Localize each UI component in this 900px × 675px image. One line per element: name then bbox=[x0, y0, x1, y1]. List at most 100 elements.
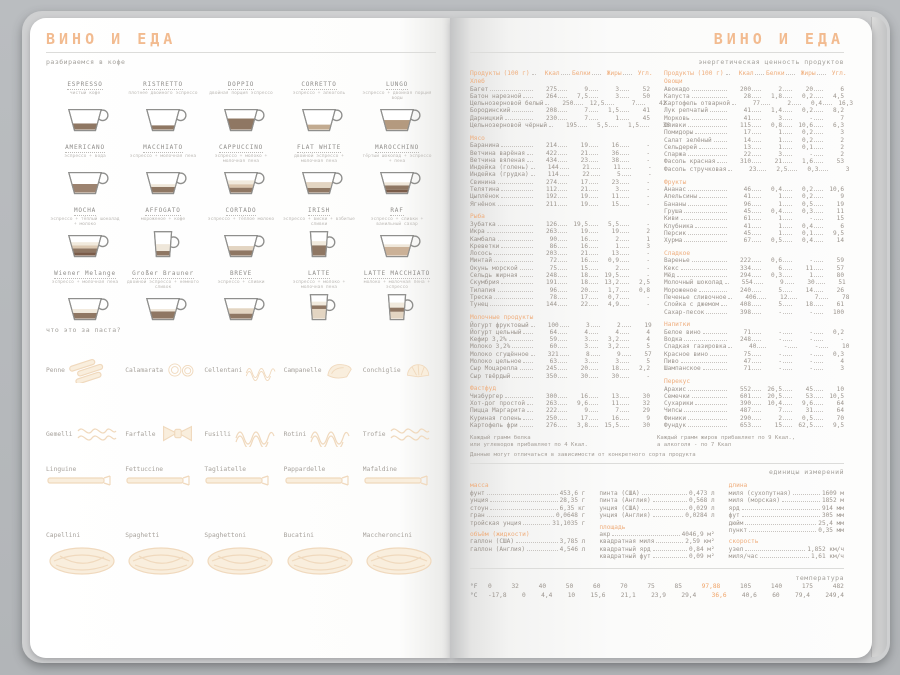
food-value: 9 bbox=[584, 407, 588, 415]
food-value: 47 bbox=[743, 358, 751, 365]
dot-leader bbox=[783, 211, 792, 213]
dot-leader bbox=[530, 325, 535, 327]
dot-leader bbox=[783, 226, 792, 228]
food-product-name: Сыр твёрдый bbox=[470, 372, 511, 380]
dot-leader bbox=[752, 96, 761, 98]
temperature-value: 97,88 bbox=[701, 582, 721, 590]
coffee-section-heading: разбираемся в кофе bbox=[46, 58, 126, 66]
coffee-item: BREVE эспрессо + сливки bbox=[202, 260, 280, 321]
food-row: Цельнозерновой белый 250 12,5 7 42 bbox=[470, 100, 666, 107]
coffee-name: AMERICANO bbox=[46, 134, 124, 153]
food-row: Варенье 222 0,6 - 59 bbox=[664, 257, 844, 264]
food-value: 2,5 bbox=[638, 279, 650, 287]
food-value: 3 bbox=[615, 92, 619, 100]
dot-leader bbox=[684, 340, 727, 342]
temperature-value: 4,4 bbox=[541, 592, 553, 600]
food-value: 6,3 bbox=[832, 121, 844, 129]
dot-leader bbox=[752, 354, 761, 356]
food-product-name: Спаржа bbox=[664, 151, 687, 159]
dot-leader bbox=[589, 224, 598, 226]
food-value: 17 bbox=[743, 129, 751, 137]
unit-value: 1,852 км/ч bbox=[807, 545, 844, 553]
dot-leader bbox=[620, 396, 629, 398]
dot-leader bbox=[589, 376, 598, 378]
food-value: 3 bbox=[584, 343, 588, 351]
coffee-cup-icon bbox=[146, 108, 187, 132]
food-value: 14 bbox=[743, 136, 751, 144]
food-value: - bbox=[809, 114, 813, 122]
dot-leader bbox=[752, 411, 761, 413]
food-row: Треска 78 17 0,7 - bbox=[470, 294, 650, 301]
food-value: 112 bbox=[545, 186, 557, 194]
food-value: 4 bbox=[840, 358, 844, 365]
food-product-name: Сухарики bbox=[664, 400, 694, 408]
food-value: - bbox=[646, 372, 650, 380]
pasta-item: Penne bbox=[46, 338, 119, 402]
unit-row: квадратный фут 0,09 м² bbox=[599, 553, 714, 560]
coffee-name: DOPPIO bbox=[202, 71, 280, 90]
dot-leader bbox=[620, 96, 629, 98]
unit-name: миля/час bbox=[728, 553, 759, 561]
food-row: Тунец 144 22 4,9 - bbox=[470, 301, 650, 308]
dot-leader bbox=[783, 155, 792, 157]
dot-leader bbox=[620, 332, 629, 334]
dot-leader bbox=[589, 190, 598, 192]
temperature-value: 40,6 bbox=[741, 592, 757, 600]
unit-value: 31,1035 г bbox=[552, 519, 586, 527]
coffee-caption: эспрессо + сливки + ванильный сахар bbox=[370, 217, 424, 228]
dot-leader bbox=[688, 389, 727, 391]
food-value: 2 bbox=[615, 264, 619, 272]
food-value: 29 bbox=[642, 407, 650, 415]
dot-leader bbox=[784, 283, 794, 285]
food-row: Окунь морской 75 15 2 - bbox=[470, 265, 650, 272]
footnote-wide: Данные могут отличаться в зависимости от… bbox=[470, 452, 696, 459]
food-product-name: Водка bbox=[664, 336, 683, 344]
food-value: - bbox=[809, 350, 813, 358]
food-value: - bbox=[646, 272, 650, 280]
dot-leader bbox=[620, 297, 629, 299]
dot-leader bbox=[706, 312, 727, 314]
food-value: 9,5 bbox=[832, 422, 844, 430]
dot-leader bbox=[512, 111, 533, 113]
food-value: 18 bbox=[805, 301, 813, 309]
food-product-name: Ветчина варёная bbox=[470, 149, 526, 157]
food-value: 126 bbox=[545, 220, 557, 228]
coffee-name: BREVE bbox=[202, 260, 280, 279]
food-section-heading: Перекус bbox=[664, 378, 691, 386]
pasta-item: Maccheroncini bbox=[363, 532, 436, 618]
coffee-name: MAROCCHINO bbox=[358, 134, 436, 153]
food-row: Оливки 115 0,8 10,6 6,3 bbox=[664, 122, 844, 129]
food-value: 8,2 bbox=[832, 107, 844, 115]
food-row: Печенье сливочное 406 12 7 78 bbox=[664, 294, 849, 301]
food-value: 23 bbox=[580, 156, 588, 164]
food-value: - bbox=[778, 336, 782, 344]
food-product-name: Молоко 3,2% bbox=[470, 343, 511, 351]
unit-value: 1852 м bbox=[821, 497, 844, 505]
food-value: 3 bbox=[840, 129, 844, 137]
dot-leader bbox=[620, 89, 629, 91]
food-product-name: Помидоры bbox=[664, 129, 694, 137]
right-page: ВИНО И ЕДА энергетическая ценность проду… bbox=[450, 18, 872, 658]
pasta-icon bbox=[366, 547, 432, 575]
food-value: 26,5 bbox=[767, 385, 782, 393]
dot-leader bbox=[752, 426, 761, 428]
food-value: 16 bbox=[580, 242, 588, 250]
food-value: 61 bbox=[836, 301, 844, 309]
pasta-item: Fettuccine bbox=[125, 466, 198, 532]
dot-leader bbox=[558, 111, 567, 113]
dot-leader bbox=[783, 312, 792, 314]
food-value: 601 bbox=[739, 392, 751, 400]
dot-leader bbox=[819, 347, 829, 349]
food-row: Водка 248 - - - bbox=[664, 336, 844, 343]
dot-leader bbox=[519, 276, 533, 278]
food-value: 9 bbox=[617, 350, 621, 358]
unit-name: тройская унция bbox=[470, 519, 522, 527]
pasta-name: Spaghettoni bbox=[204, 532, 247, 539]
food-value: 13 bbox=[743, 143, 751, 151]
food-value: 64 bbox=[836, 407, 844, 415]
food-value: 240 bbox=[739, 286, 751, 294]
dot-leader bbox=[752, 396, 761, 398]
food-value: 75 bbox=[549, 264, 557, 272]
food-value: - bbox=[814, 343, 819, 351]
